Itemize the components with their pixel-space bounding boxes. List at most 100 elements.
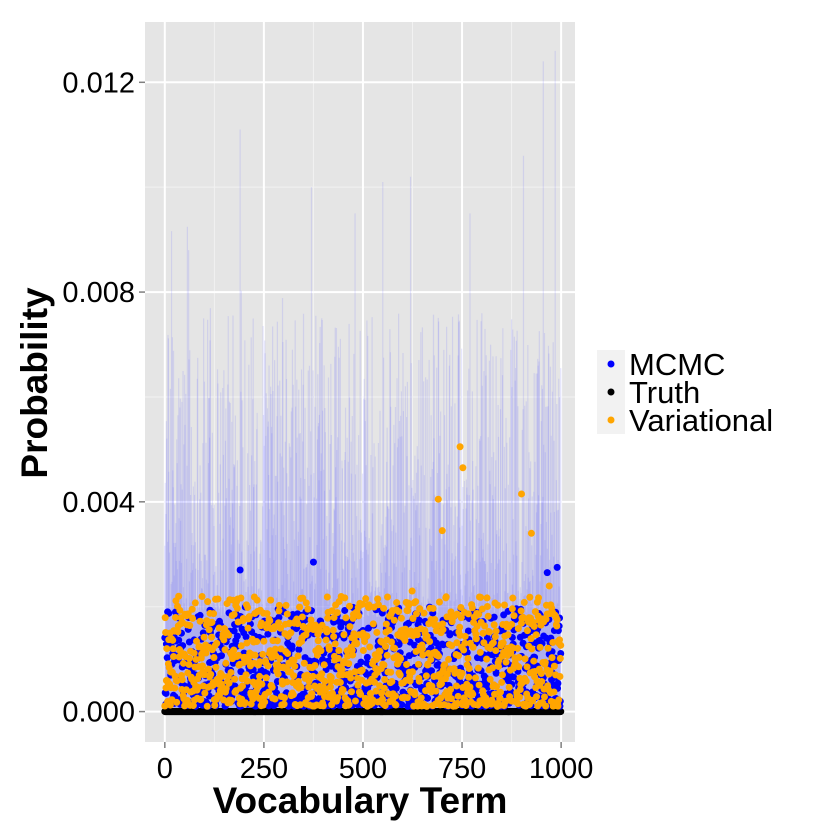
variational-point xyxy=(322,636,330,644)
variational-point xyxy=(532,631,540,639)
variational-point xyxy=(431,616,439,624)
variational-point xyxy=(208,633,216,641)
variational-point xyxy=(305,683,313,691)
variational-point xyxy=(422,672,430,680)
variational-point xyxy=(355,612,363,620)
variational-point xyxy=(537,670,545,678)
variational-point xyxy=(347,688,355,696)
variational-point xyxy=(485,628,493,636)
variational-point xyxy=(188,605,196,613)
variational-point xyxy=(541,658,549,666)
variational-point xyxy=(521,655,529,663)
variational-point xyxy=(256,658,264,666)
variational-point xyxy=(189,702,197,710)
mcmc-point xyxy=(230,627,238,635)
variational-point xyxy=(353,640,361,648)
legend-marker xyxy=(607,416,615,424)
variational-point xyxy=(556,636,564,644)
variational-point xyxy=(461,632,469,640)
variational-point xyxy=(214,595,222,603)
variational-point xyxy=(499,639,507,647)
variational-points xyxy=(161,443,565,710)
variational-point xyxy=(266,617,274,625)
mcmc-point xyxy=(162,689,170,697)
variational-point xyxy=(519,613,527,621)
variational-point xyxy=(500,601,508,609)
variational-point xyxy=(477,593,485,601)
mcmc-point xyxy=(490,613,498,621)
variational-point xyxy=(488,696,496,704)
variational-point xyxy=(208,618,216,626)
variational-point xyxy=(205,626,213,634)
variational-point xyxy=(406,677,414,685)
variational-point xyxy=(427,656,435,664)
variational-point xyxy=(294,620,302,628)
variational-point xyxy=(212,663,220,671)
legend-marker xyxy=(607,360,615,368)
variational-point xyxy=(492,647,500,655)
variational-point xyxy=(178,676,186,684)
variational-point xyxy=(253,638,261,646)
variational-point xyxy=(243,677,251,685)
y-tick-label: 0.000 xyxy=(62,697,135,729)
variational-point xyxy=(380,604,388,612)
variational-point xyxy=(341,594,349,602)
variational-point xyxy=(515,653,523,661)
mcmc-point xyxy=(196,611,204,619)
variational-point xyxy=(380,661,388,669)
variational-point xyxy=(522,677,530,685)
variational-point xyxy=(268,683,276,691)
variational-point xyxy=(333,609,341,617)
variational-point xyxy=(556,654,564,662)
variational-point xyxy=(493,683,501,691)
variational-point xyxy=(342,614,350,622)
variational-point xyxy=(432,687,440,695)
variational-point xyxy=(227,696,235,704)
variational-point xyxy=(516,693,524,701)
mcmc-point xyxy=(163,654,171,662)
variational-point xyxy=(374,601,382,609)
variational-point xyxy=(461,639,469,647)
variational-point xyxy=(458,669,466,677)
y-axis-title: Probability xyxy=(14,287,55,479)
variational-point xyxy=(453,682,461,690)
variational-point xyxy=(258,680,266,688)
y-tick-label: 0.004 xyxy=(62,487,135,519)
variational-point xyxy=(290,657,298,665)
variational-point xyxy=(533,693,541,701)
variational-point xyxy=(435,652,443,660)
legend-label: MCMC xyxy=(629,347,725,382)
x-tick-label: 0 xyxy=(157,753,173,785)
variational-point xyxy=(202,649,210,657)
variational-point xyxy=(383,651,391,659)
variational-point xyxy=(204,665,212,673)
mcmc-point xyxy=(363,653,371,661)
variational-point xyxy=(472,674,480,682)
variational-point xyxy=(392,701,400,709)
variational-point xyxy=(508,605,516,613)
mcmc-point xyxy=(415,616,423,624)
variational-point xyxy=(163,645,171,653)
variational-point xyxy=(489,639,497,647)
variational-point xyxy=(359,600,367,608)
variational-point xyxy=(330,614,338,622)
variational-point xyxy=(535,594,543,602)
variational-point xyxy=(275,607,283,615)
mcmc-point xyxy=(433,639,441,647)
mcmc-point xyxy=(288,642,296,650)
legend-label: Variational xyxy=(629,403,773,438)
variational-point xyxy=(241,699,249,707)
variational-point xyxy=(179,659,187,667)
variational-point xyxy=(382,643,390,651)
variational-point xyxy=(230,646,238,654)
variational-point xyxy=(231,675,239,683)
mcmc-point xyxy=(309,558,317,566)
mcmc-point xyxy=(295,646,303,654)
variational-point xyxy=(510,612,518,620)
variational-point xyxy=(530,657,538,665)
mcmc-point xyxy=(357,658,365,666)
variational-point xyxy=(474,664,482,672)
variational-point xyxy=(290,672,298,680)
variational-point xyxy=(201,689,209,697)
variational-point xyxy=(277,624,285,632)
